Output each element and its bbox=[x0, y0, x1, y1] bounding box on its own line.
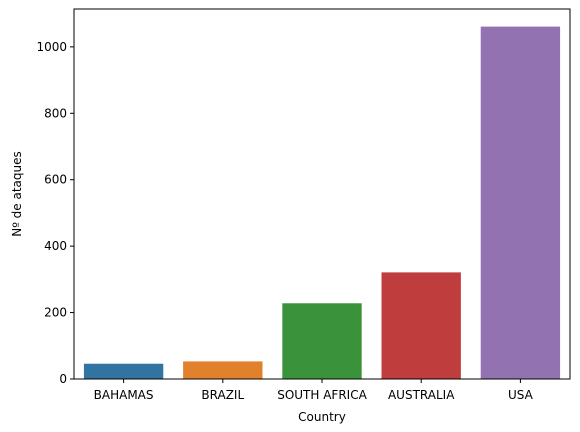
bar-australia bbox=[381, 272, 461, 379]
y-tick-label: 0 bbox=[59, 372, 67, 386]
y-tick-label: 1000 bbox=[36, 40, 67, 54]
x-axis: BAHAMAS BRAZIL SOUTH AFRICA AUSTRALIA USA bbox=[94, 379, 534, 402]
y-tick-label: 400 bbox=[44, 239, 67, 253]
x-tick-label: BAHAMAS bbox=[94, 388, 154, 402]
x-tick-label: AUSTRALIA bbox=[388, 388, 455, 402]
y-tick-label: 600 bbox=[44, 173, 67, 187]
bars-group bbox=[83, 26, 561, 379]
y-tick-label: 800 bbox=[44, 106, 67, 120]
y-axis-label: Nº de ataques bbox=[10, 151, 24, 237]
x-tick-label: SOUTH AFRICA bbox=[277, 388, 367, 402]
y-tick-label: 200 bbox=[44, 306, 67, 320]
bar-south-africa bbox=[282, 303, 362, 379]
x-axis-label: Country bbox=[298, 410, 346, 424]
bar-brazil bbox=[183, 361, 263, 379]
x-tick-label: USA bbox=[508, 388, 534, 402]
bar-usa bbox=[480, 26, 561, 379]
bar-bahamas bbox=[83, 363, 164, 379]
y-axis: 0 200 400 600 800 1000 bbox=[36, 40, 74, 386]
x-tick-label: BRAZIL bbox=[201, 388, 244, 402]
